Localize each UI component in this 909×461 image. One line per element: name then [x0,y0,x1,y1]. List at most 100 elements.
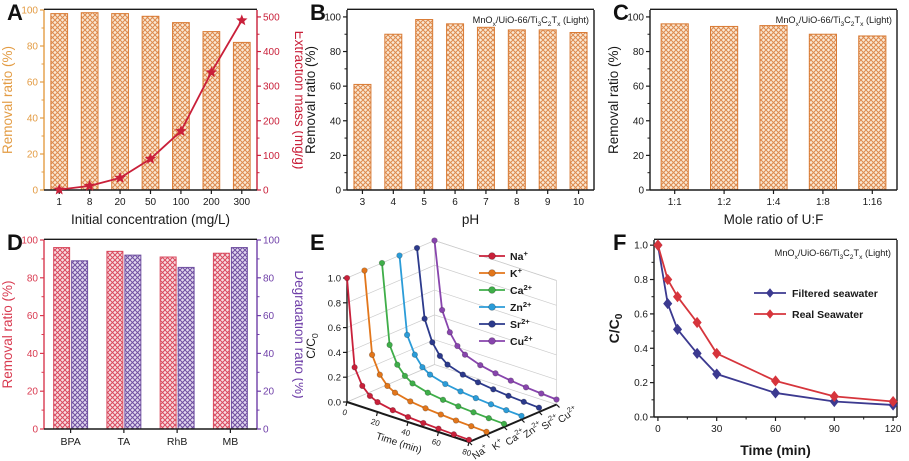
svg-text:40: 40 [330,116,342,127]
svg-text:0.4: 0.4 [328,348,341,359]
right-axis-ticks: 0 100 200 300 400 500 [257,12,280,197]
grouped-bars [53,247,248,430]
svg-text:0.6: 0.6 [328,323,341,334]
svg-text:60: 60 [263,311,275,322]
svg-text:Removal ratio (%): Removal ratio (%) [606,46,621,154]
svg-text:Cu2+: Cu2+ [510,334,533,348]
panel-c: C 0 20 40 60 80 100 1:1 1:2 1:4 1:8 1:16 Mole ratio… [606,0,909,230]
chart-a-removal-and-extraction-vs-concentration: 0 20 40 60 80 100 0 100 200 300 400 500 1 8 20 50 100 200… [0,6,303,228]
svg-text:40: 40 [400,427,412,438]
left-axis-ticks: 0 20 40 60 80 100 [21,6,44,197]
svg-text:Time (min): Time (min) [740,442,811,458]
x-axis-ticks: 0 30 60 90 120 [655,417,902,435]
svg-text:3: 3 [360,197,366,208]
svg-text:10: 10 [573,197,585,208]
panel-f: F 0.0 0.2 0.4 0.6 0.8 1.0 0 30 60 90 120 Time (min)… [606,230,909,461]
star-marker [53,183,65,195]
svg-text:7: 7 [483,197,489,208]
svg-text:20: 20 [370,417,382,428]
diamond-marker [663,297,673,310]
diamond-marker [770,375,781,387]
svg-text:20: 20 [330,151,342,162]
chart-d-removal-degradation-by-pollutant: 0 20 40 60 80 100 0 20 40 60 80 100 BPA TA RhB MB Remova… [0,236,303,449]
svg-text:1:1: 1:1 [668,197,682,208]
svg-text:0: 0 [263,425,269,436]
svg-text:100: 100 [324,12,341,23]
svg-text:Time (min): Time (min) [374,431,422,456]
series-1 [653,239,898,408]
svg-text:80: 80 [633,47,645,58]
x-axis-ticks: 3 4 5 6 7 8 9 10 [360,190,585,208]
svg-text:1:16: 1:16 [863,197,883,208]
svg-text:50: 50 [145,197,157,208]
svg-text:100: 100 [21,6,38,17]
svg-text:0: 0 [32,425,38,436]
svg-text:1: 1 [56,197,62,208]
svg-text:0: 0 [638,186,644,197]
diamond-marker [712,368,722,380]
svg-text:0.0: 0.0 [634,413,648,424]
svg-text:TA: TA [118,436,131,448]
svg-text:0.0: 0.0 [328,398,341,409]
diamond-marker [653,239,663,251]
svg-text:C/C0: C/C0 [304,333,320,359]
svg-text:Filtered seawater: Filtered seawater [792,288,878,300]
svg-text:200: 200 [203,197,220,208]
svg-text:Real Seawater: Real Seawater [792,309,863,321]
svg-text:8: 8 [87,197,93,208]
svg-text:40: 40 [263,349,275,360]
svg-text:100: 100 [21,236,38,247]
diamond-marker [663,273,673,286]
svg-text:RhB: RhB [167,436,187,448]
panel-d: D 0 20 40 60 80 100 0 20 40 60 80 100 BPA TA RhB MB Remo… [0,230,303,461]
x-axis-ticks: 1:1 1:2 1:4 1:8 1:16 [668,190,883,208]
svg-text:Zn2+: Zn2+ [510,300,532,314]
svg-text:1.0: 1.0 [328,274,341,285]
svg-text:90: 90 [829,424,841,435]
svg-text:Removal ratio (%): Removal ratio (%) [0,46,15,154]
left-axis-ticks: 0 20 40 60 80 100 [324,12,347,197]
svg-text:0: 0 [32,186,38,197]
svg-text:Zn2+: Zn2+ [520,418,544,441]
panel-letter-d: D [7,230,23,255]
svg-text:0.6: 0.6 [634,309,648,320]
svg-text:400: 400 [263,47,280,58]
bars [353,19,588,191]
svg-text:Na+: Na+ [469,441,491,461]
svg-text:Ca2+: Ca2+ [510,283,533,297]
svg-text:C/C0: C/C0 [606,313,625,343]
diamond-marker [692,347,702,360]
panel-a: A 0 20 40 60 80 100 0 100 200 300 400 500 1 8 20 50 100 2… [0,0,303,230]
svg-text:200: 200 [263,116,280,127]
chart-b-removal-vs-ph: 0 20 40 60 80 100 3 4 5 6 7 8 9 10 pH Removal ratio (%)… [303,8,595,227]
svg-text:0: 0 [341,408,349,418]
svg-text:0.4: 0.4 [634,344,648,355]
svg-text:0: 0 [263,186,269,197]
ion-series-5 [431,237,560,403]
svg-text:Removal ratio (%): Removal ratio (%) [0,280,15,388]
svg-text:1:2: 1:2 [717,197,731,208]
panel-b: B 0 20 40 60 80 100 3 4 5 6 7 8 9 10 pH Removal ratio (… [303,0,606,230]
svg-text:9: 9 [545,197,551,208]
panel-letter-b: B [310,0,326,25]
svg-text:BPA: BPA [61,436,81,448]
svg-text:0: 0 [335,186,341,197]
svg-text:K+: K+ [510,266,523,280]
chart-c-removal-vs-mole-ratio: 0 20 40 60 80 100 1:1 1:2 1:4 1:8 1:16 Mole ratio o… [606,8,898,227]
bars [50,12,251,191]
panel-letter-f: F [613,230,627,255]
svg-text:300: 300 [263,82,280,93]
svg-text:0.8: 0.8 [634,275,648,286]
svg-text:80: 80 [263,273,275,284]
right-axis-ticks: 0 20 40 60 80 100 [257,236,280,436]
svg-text:4: 4 [391,197,397,208]
svg-text:60: 60 [633,82,645,93]
svg-text:1.0: 1.0 [634,241,648,252]
svg-text:60: 60 [330,82,342,93]
svg-text:1:4: 1:4 [767,197,781,208]
svg-text:100: 100 [627,12,644,23]
diamond-marker [770,387,781,399]
x-axis-ticks: BPA TA RhB MB [61,429,238,448]
panel-letter-c: C [613,0,629,25]
